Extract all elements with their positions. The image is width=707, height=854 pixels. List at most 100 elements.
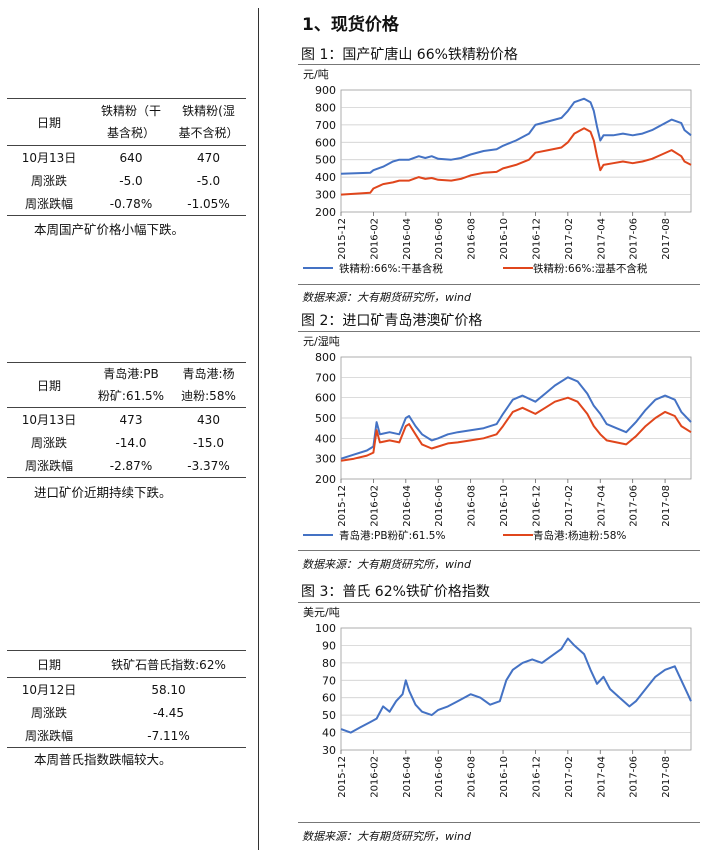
- x-tick-label: 2016-08: [467, 218, 478, 260]
- x-tick-label: 2017-02: [564, 218, 575, 260]
- x-tick-label: 2016-02: [369, 756, 380, 798]
- x-tick-label: 2016-06: [434, 756, 445, 798]
- y-tick-label: 80: [322, 657, 336, 670]
- legend-label: 青岛港:杨迪粉:58%: [533, 529, 626, 542]
- y-tick-label: 800: [315, 351, 336, 364]
- table-row: 10月12日 58.10: [21, 682, 186, 698]
- x-tick-label: 2016-12: [531, 218, 542, 260]
- table-row: 10月13日 473 430: [21, 412, 220, 428]
- x-tick-label: 2017-02: [564, 756, 575, 798]
- section-title: 1、现货价格: [302, 15, 399, 35]
- table-header-date: 日期: [36, 657, 61, 672]
- table-header-platts: 铁矿石普氏指数:62%: [111, 657, 226, 672]
- series-line-1: [340, 637, 692, 734]
- y-axis-label: 美元/吨: [303, 606, 340, 619]
- figure-1-rule-bottom: [298, 284, 700, 285]
- table-row: 周涨跌 -14.0 -15.0: [30, 435, 225, 451]
- y-tick-label: 90: [322, 639, 336, 652]
- chart-platts-index: 美元/吨 30 40 50 60 70 80 90 100 2015-12 2016-02 2016-…: [303, 606, 692, 798]
- table-row: 周涨跌幅 -7.11%: [24, 728, 190, 744]
- legend-label: 铁精粉:66%:湿基不含税: [533, 262, 648, 275]
- y-tick-label: 500: [315, 412, 336, 425]
- x-tick-label: 2016-02: [369, 218, 380, 260]
- x-tick-label: 2016-08: [467, 485, 478, 527]
- series-line-1: [340, 97, 692, 175]
- table-row: 周涨跌 -5.0 -5.0: [30, 173, 221, 189]
- table-row: 周涨跌幅 -2.87% -3.37%: [24, 458, 230, 474]
- x-tick-label: 2016-10: [499, 756, 510, 798]
- y-tick-label: 700: [315, 119, 336, 132]
- table-header-dry: 铁精粉（干 基含税）: [100, 104, 161, 140]
- x-tick-label: 2017-08: [661, 218, 672, 260]
- source-note: 数据来源：大有期货研究所，wind: [302, 830, 472, 843]
- x-tick-label: 2017-06: [629, 218, 640, 260]
- x-tick-label: 2017-08: [661, 756, 672, 798]
- x-tick-label: 2016-02: [369, 485, 380, 527]
- source-note: 数据来源：大有期货研究所，wind: [302, 291, 472, 304]
- y-tick-label: 100: [315, 622, 336, 635]
- y-tick-label: 400: [315, 432, 336, 445]
- x-tick-label: 2015-12: [337, 756, 348, 798]
- plot-frame: [340, 89, 692, 213]
- y-tick-label: 30: [322, 744, 336, 757]
- x-tick-label: 2017-04: [596, 485, 607, 527]
- figure-1-title: 图 1：国产矿唐山 66%铁精粉价格: [301, 47, 518, 63]
- figure-3-title: 图 3：普氏 62%铁矿价格指数: [301, 584, 490, 600]
- table-row: 周涨跌幅 -0.78% -1.05%: [24, 196, 230, 212]
- y-tick-label: 60: [322, 692, 336, 705]
- x-tick-label: 2016-04: [402, 218, 413, 260]
- x-tick-label: 2016-08: [467, 756, 478, 798]
- legend-label: 青岛港:PB粉矿:61.5%: [339, 529, 445, 542]
- x-tick-label: 2017-06: [629, 756, 640, 798]
- series-line-1: [340, 376, 692, 460]
- figure-3-rule: [298, 602, 700, 603]
- x-tick-label: 2016-06: [434, 485, 445, 527]
- table-row: 10月13日 640 470: [21, 150, 220, 166]
- table-header-pb: 青岛港:PB 粉矿:61.5%: [97, 367, 165, 403]
- x-tick-label: 2015-12: [337, 485, 348, 527]
- y-tick-label: 70: [322, 674, 336, 687]
- table-import-ore: 日期 青岛港:PB 粉矿:61.5% 青岛港:杨 迪粉:58% 10月13日 473 4…: [7, 362, 246, 478]
- series-line-2: [340, 127, 692, 196]
- y-tick-label: 600: [315, 392, 336, 405]
- y-tick-label: 300: [315, 453, 336, 466]
- x-tick-label: 2016-12: [531, 485, 542, 527]
- x-tick-label: 2016-04: [402, 485, 413, 527]
- table-header-date: 日期: [36, 115, 61, 130]
- column-divider: [258, 8, 259, 850]
- x-tick-label: 2017-04: [596, 756, 607, 798]
- x-tick-label: 2017-02: [564, 485, 575, 527]
- chart-domestic-ore: 元/吨 200 300 400 500 600 700 800 900 2015-12 2016-0…: [303, 68, 692, 275]
- y-tick-label: 40: [322, 727, 336, 740]
- series-line-2: [340, 396, 692, 462]
- chart-import-ore: 元/湿吨 200 300 400 500 600 700 800 2015-12 2016-02 2…: [303, 335, 692, 542]
- x-tick-label: 2016-12: [531, 756, 542, 798]
- y-tick-label: 900: [315, 84, 336, 97]
- y-axis-label: 元/湿吨: [303, 335, 340, 348]
- y-axis-label: 元/吨: [303, 68, 329, 81]
- figure-2-rule: [298, 331, 700, 332]
- figure-1-rule: [298, 64, 700, 65]
- x-tick-label: 2017-04: [596, 218, 607, 260]
- table-header-date: 日期: [36, 378, 61, 393]
- y-tick-label: 200: [315, 206, 336, 219]
- x-tick-label: 2015-12: [337, 218, 348, 260]
- table-domestic-ore: 日期 铁精粉（干 基含税） 铁精粉(湿 基不含税） 10月13日 640 470 周涨跌…: [7, 98, 246, 216]
- table-header-yandi: 青岛港:杨 迪粉:58%: [181, 367, 236, 403]
- x-tick-label: 2017-06: [629, 485, 640, 527]
- legend-label: 铁精粉:66%:干基含税: [339, 262, 443, 275]
- x-tick-label: 2016-10: [499, 218, 510, 260]
- y-tick-label: 700: [315, 371, 336, 384]
- table-header-wet: 铁精粉(湿 基不含税）: [178, 104, 239, 140]
- x-tick-label: 2016-10: [499, 485, 510, 527]
- figure-3-rule-bottom: [298, 822, 700, 823]
- table-note: 进口矿价近期持续下跌。: [34, 485, 172, 500]
- x-tick-label: 2016-06: [434, 218, 445, 260]
- y-tick-label: 800: [315, 101, 336, 114]
- x-tick-label: 2016-04: [402, 756, 413, 798]
- y-tick-label: 400: [315, 171, 336, 184]
- table-platts-index: 日期 铁矿石普氏指数:62% 10月12日 58.10 周涨跌 -4.45 周涨跌幅…: [7, 650, 246, 748]
- table-note: 本周普氏指数跌幅较大。: [34, 752, 172, 767]
- y-tick-label: 300: [315, 189, 336, 202]
- y-tick-label: 50: [322, 709, 336, 722]
